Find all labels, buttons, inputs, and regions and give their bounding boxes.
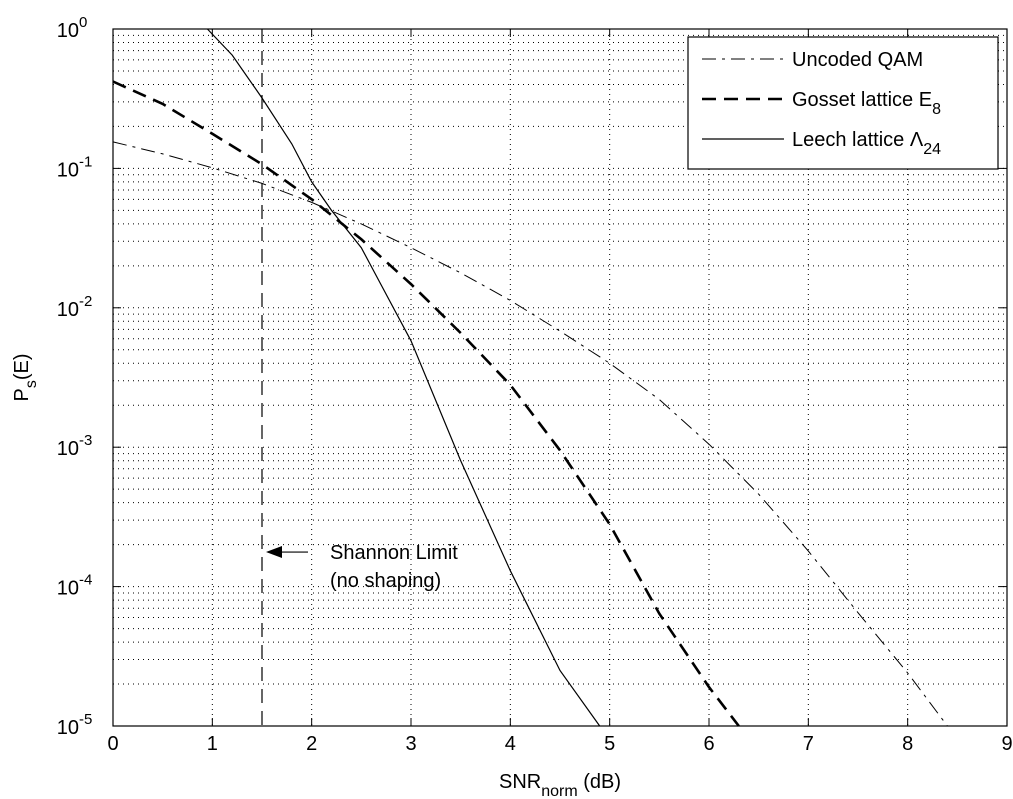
x-axis-label-main: SNR bbox=[499, 771, 541, 793]
y-tick-exp: -5 bbox=[79, 711, 92, 728]
y-tick-label: 10-4 bbox=[57, 572, 93, 600]
series-line-2 bbox=[206, 28, 601, 727]
y-axis-label-suffix: (E) bbox=[11, 353, 33, 380]
legend-label-2-sub: 24 bbox=[923, 141, 941, 158]
legend: Uncoded QAM Gosset lattice E8 Leech lattic… bbox=[687, 36, 999, 170]
x-tick-label: 9 bbox=[1001, 733, 1012, 755]
y-tick-base: 10 bbox=[57, 438, 79, 460]
x-tick-label: 8 bbox=[902, 733, 913, 755]
y-tick-exp: -1 bbox=[79, 153, 92, 170]
annotation-group: Shannon Limit (no shaping) bbox=[266, 542, 458, 592]
y-tick-label: 10-3 bbox=[57, 432, 93, 460]
y-tick-base: 10 bbox=[57, 20, 79, 42]
legend-label-2: Leech lattice Λ24 bbox=[792, 129, 941, 158]
y-tick-exp: -3 bbox=[79, 432, 92, 449]
x-axis-label-suffix: (dB) bbox=[578, 771, 621, 793]
y-tick-label: 10-5 bbox=[57, 711, 93, 739]
y-tick-exp: -4 bbox=[79, 572, 92, 589]
y-axis-label: Ps(E) bbox=[11, 353, 40, 401]
y-axis-label-sub: s bbox=[23, 380, 40, 388]
series-line-0 bbox=[112, 141, 948, 727]
x-axis-label-sub: norm bbox=[541, 783, 577, 799]
y-tick-label: 10-1 bbox=[57, 153, 93, 181]
y-tick-label: 100 bbox=[57, 14, 88, 42]
y-tick-base: 10 bbox=[57, 578, 79, 600]
x-tick-label: 4 bbox=[505, 733, 516, 755]
x-axis-label: SNRnorm (dB) bbox=[499, 771, 621, 799]
y-tick-base: 10 bbox=[57, 299, 79, 321]
x-tick-label: 5 bbox=[604, 733, 615, 755]
x-tick-label: 6 bbox=[703, 733, 714, 755]
y-axis-label-main: P bbox=[11, 388, 33, 401]
legend-label-0-main: Uncoded QAM bbox=[792, 49, 923, 71]
legend-label-1-main: Gosset lattice E bbox=[792, 89, 932, 111]
x-tick-label: 3 bbox=[405, 733, 416, 755]
y-tick-label: 10-2 bbox=[57, 293, 93, 321]
annotation-arrow-head bbox=[266, 546, 282, 559]
y-tick-exp: 0 bbox=[79, 14, 87, 31]
legend-label-0: Uncoded QAM bbox=[792, 49, 923, 71]
legend-label-2-main: Leech lattice Λ bbox=[792, 129, 924, 151]
axis-labels: SNRnorm (dB) Ps(E) bbox=[11, 353, 621, 799]
y-tick-exp: -2 bbox=[79, 293, 92, 310]
axes-box bbox=[112, 28, 1008, 727]
legend-label-1-sub: 8 bbox=[932, 101, 941, 118]
x-tick-label: 1 bbox=[207, 733, 218, 755]
x-tick-label: 0 bbox=[107, 733, 118, 755]
annotation-line2: (no shaping) bbox=[330, 570, 441, 592]
plot-lines bbox=[112, 28, 948, 727]
legend-label-1: Gosset lattice E8 bbox=[792, 89, 941, 118]
y-tick-base: 10 bbox=[57, 717, 79, 739]
y-tick-base: 10 bbox=[57, 159, 79, 181]
x-tick-label: 2 bbox=[306, 733, 317, 755]
annotation-line1: Shannon Limit bbox=[330, 542, 458, 564]
x-tick-label: 7 bbox=[803, 733, 814, 755]
series-line-1 bbox=[112, 80, 740, 727]
